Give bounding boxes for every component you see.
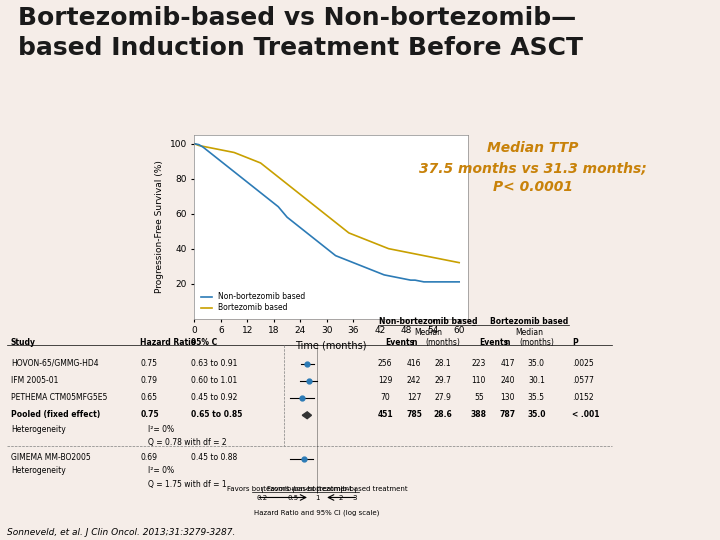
Text: 3: 3	[353, 495, 357, 501]
Text: Events: Events	[479, 338, 508, 347]
Text: HOVON-65/GMMG-HD4: HOVON-65/GMMG-HD4	[11, 359, 99, 368]
Text: 388: 388	[471, 409, 487, 418]
Text: .0577: .0577	[572, 376, 594, 384]
Text: (months): (months)	[426, 338, 460, 347]
Text: P: P	[572, 338, 578, 347]
Text: Events: Events	[385, 338, 414, 347]
Text: Bortezomib based: Bortezomib based	[490, 317, 568, 326]
Text: 35.5: 35.5	[528, 393, 545, 402]
Bortezomib based	[420, 252, 428, 259]
Text: 27.9: 27.9	[434, 393, 451, 402]
Text: 0.65 to 0.85: 0.65 to 0.85	[191, 409, 242, 418]
Text: 0.5: 0.5	[288, 495, 299, 501]
Text: 129: 129	[378, 376, 392, 384]
Text: Q = 0.78 with df = 2: Q = 0.78 with df = 2	[148, 438, 226, 447]
Non-bortezomib based	[349, 259, 358, 266]
Text: 0.75: 0.75	[140, 359, 158, 368]
Text: 787: 787	[500, 409, 516, 418]
Non-bortezomib based	[283, 214, 292, 220]
Text: Bortezomib-based vs Non-bortezomib—
based Induction Treatment Before ASCT: Bortezomib-based vs Non-bortezomib— base…	[18, 6, 583, 59]
Non-bortezomib based	[424, 279, 433, 285]
Text: 223: 223	[472, 359, 486, 368]
Text: 70: 70	[380, 393, 390, 402]
Text: 28.1: 28.1	[434, 359, 451, 368]
Text: Heterogeneity: Heterogeneity	[11, 424, 66, 434]
Text: 0.2: 0.2	[256, 495, 267, 501]
Text: 0.79: 0.79	[140, 376, 158, 384]
Bortezomib based	[243, 154, 252, 161]
Text: I²= 0%: I²= 0%	[148, 466, 174, 475]
Text: < .001: < .001	[572, 409, 600, 418]
Text: 95% C: 95% C	[191, 338, 217, 347]
Text: 35.0: 35.0	[527, 409, 546, 418]
Text: 0.69: 0.69	[140, 453, 158, 462]
Text: Sonneveld, et al. J Clin Oncol. 2013;31:3279-3287.: Sonneveld, et al. J Clin Oncol. 2013;31:…	[7, 528, 235, 537]
Non-bortezomib based	[455, 279, 464, 285]
Text: n: n	[505, 338, 510, 347]
Text: .0025: .0025	[572, 359, 594, 368]
Non-bortezomib based	[190, 140, 199, 147]
Line: Non-bortezomib based: Non-bortezomib based	[194, 144, 459, 282]
Text: 0.63 to 0.91: 0.63 to 0.91	[191, 359, 237, 368]
Non-bortezomib based	[252, 186, 261, 192]
Text: 417: 417	[500, 359, 515, 368]
Text: Median TTP
37.5 months vs 31.3 months;
P< 0.0001: Median TTP 37.5 months vs 31.3 months; P…	[419, 141, 647, 194]
Polygon shape	[302, 412, 312, 418]
Text: I²= 0%: I²= 0%	[148, 424, 174, 434]
Text: Non-bortezomib based: Non-bortezomib based	[379, 317, 477, 326]
Text: IFM 2005-01: IFM 2005-01	[11, 376, 58, 384]
Text: Heterogeneity: Heterogeneity	[11, 466, 66, 475]
Text: 30.1: 30.1	[528, 376, 545, 384]
Text: 55: 55	[474, 393, 484, 402]
Text: 29.7: 29.7	[434, 376, 451, 384]
Line: Bortezomib based: Bortezomib based	[194, 144, 459, 262]
Non-bortezomib based	[331, 252, 340, 259]
Text: Favors non-bortezomib-based treatment: Favors non-bortezomib-based treatment	[267, 486, 408, 492]
Text: Q = 1.75 with df = 1: Q = 1.75 with df = 1	[148, 480, 226, 489]
Text: 240: 240	[500, 376, 515, 384]
Text: GIMEMA MM-BO2005: GIMEMA MM-BO2005	[11, 453, 91, 462]
Bortezomib based	[455, 259, 464, 266]
Bortezomib based	[349, 232, 358, 238]
Text: 130: 130	[500, 393, 515, 402]
Text: PETHEMA CTM05MFG5E5: PETHEMA CTM05MFG5E5	[11, 393, 107, 402]
Bortezomib based	[331, 219, 340, 226]
Non-bortezomib based	[420, 279, 428, 285]
Non-bortezomib based	[243, 179, 252, 185]
Text: 0.45 to 0.88: 0.45 to 0.88	[191, 453, 237, 462]
Text: 1: 1	[315, 495, 319, 501]
X-axis label: Time (months): Time (months)	[295, 341, 367, 351]
Text: Favors bortezomib-based treatment: Favors bortezomib-based treatment	[228, 486, 352, 492]
Text: n: n	[411, 338, 417, 347]
Text: Hazard Ratio: Hazard Ratio	[140, 338, 197, 347]
Text: 0.75: 0.75	[140, 409, 159, 418]
Text: 242: 242	[407, 376, 421, 384]
Text: Hazard Ratio and 95% CI (log scale): Hazard Ratio and 95% CI (log scale)	[254, 510, 379, 516]
Text: .0152: .0152	[572, 393, 594, 402]
Text: Study: Study	[11, 338, 36, 347]
Bortezomib based	[283, 181, 292, 187]
Legend: Non-bortezomib based, Bortezomib based: Non-bortezomib based, Bortezomib based	[198, 290, 307, 315]
Text: Pooled (fixed effect): Pooled (fixed effect)	[11, 409, 100, 418]
Text: 127: 127	[407, 393, 421, 402]
Text: 0.60 to 1.01: 0.60 to 1.01	[191, 376, 237, 384]
Bortezomib based	[190, 140, 199, 147]
Text: 785: 785	[406, 409, 422, 418]
Bortezomib based	[252, 158, 261, 165]
Text: 451: 451	[377, 409, 393, 418]
Text: 110: 110	[472, 376, 486, 384]
Text: 256: 256	[378, 359, 392, 368]
Text: 35.0: 35.0	[528, 359, 545, 368]
Text: (months): (months)	[519, 338, 554, 347]
Text: 28.6: 28.6	[433, 409, 452, 418]
Text: 416: 416	[407, 359, 421, 368]
Y-axis label: Progression-Free Survival (%): Progression-Free Survival (%)	[155, 160, 164, 293]
Text: Median: Median	[415, 328, 442, 338]
Text: Median: Median	[516, 328, 543, 338]
Text: 0.45 to 0.92: 0.45 to 0.92	[191, 393, 237, 402]
Text: 0.65: 0.65	[140, 393, 158, 402]
Text: 2: 2	[338, 495, 343, 501]
